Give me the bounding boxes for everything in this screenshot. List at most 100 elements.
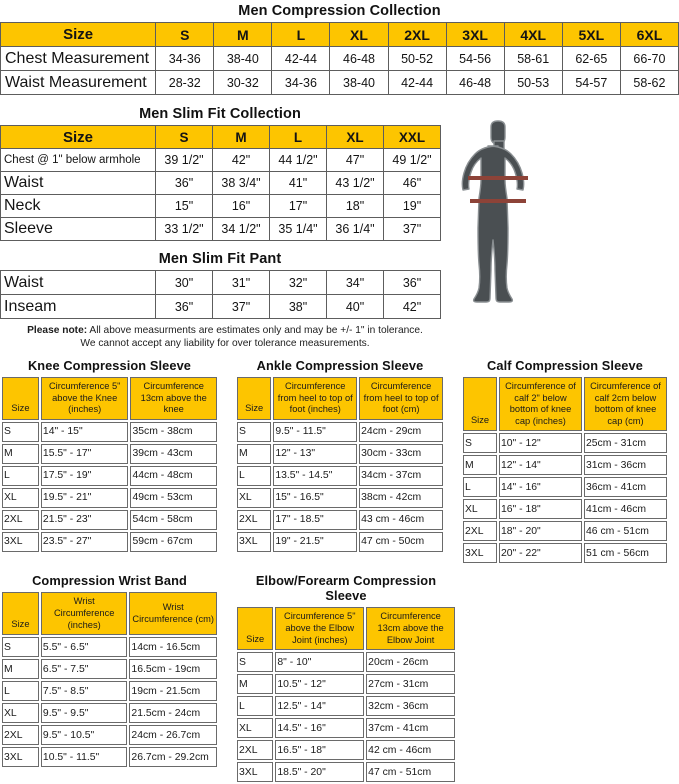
- cell-cm: 38cm - 42cm: [359, 487, 443, 508]
- cell: 54-56: [445, 46, 505, 71]
- cell-size: 3XL: [463, 543, 497, 564]
- cell-size: XL: [237, 487, 272, 508]
- cell-size: XL: [237, 718, 274, 739]
- table-row: 3XL 19" - 21.5" 47 cm - 50cm: [237, 531, 443, 552]
- column-header-xl: XL: [329, 22, 389, 47]
- cell-size: XL: [2, 487, 39, 508]
- cell-cm: 14cm - 16.5cm: [129, 637, 217, 658]
- cell-inches: 12" - 13": [273, 443, 358, 464]
- column-header-cm: Circumference 13cm above the knee: [130, 377, 217, 420]
- column-header-m: M: [212, 125, 270, 149]
- cell: 38-40: [329, 70, 389, 95]
- table-row: M 12" - 14" 31cm - 36cm: [463, 455, 667, 476]
- column-header-inches: Wrist Circumference (inches): [40, 592, 128, 636]
- table-row: Chest Measurement 34-36 38-40 42-44 46-4…: [0, 46, 679, 71]
- cell-inches: 6.5" - 7.5": [40, 659, 128, 680]
- cell: 36": [155, 171, 213, 195]
- cell: 30-32: [213, 70, 273, 95]
- cell-inches: 15.5" - 17": [40, 443, 129, 464]
- cell: 42": [212, 148, 270, 172]
- cell-inches: 9.5" - 11.5": [273, 421, 358, 442]
- cell-size: XL: [2, 703, 39, 724]
- table-row: L 14" - 16" 36cm - 41cm: [463, 477, 667, 498]
- cell-cm: 49cm - 53cm: [130, 487, 217, 508]
- cell-cm: 21.5cm - 24cm: [129, 703, 217, 724]
- column-header-2xl: 2XL: [387, 22, 447, 47]
- cell-inches: 14" - 16": [499, 477, 582, 498]
- cell: 66-70: [619, 46, 679, 71]
- cell-cm: 27cm - 31cm: [366, 674, 455, 695]
- cell: 54-57: [561, 70, 621, 95]
- cell: 28-32: [155, 70, 215, 95]
- cell-inches: 21.5" - 23": [40, 509, 129, 530]
- cell-size: S: [237, 421, 272, 442]
- column-header-inches: Circumference 5" above the Elbow Joint (…: [275, 607, 365, 651]
- cell: 41": [269, 171, 327, 195]
- cell-size: L: [2, 681, 39, 702]
- cell-cm: 43 cm - 46cm: [359, 509, 443, 530]
- table-row: Chest @ 1" below armhole 39 1/2" 42" 44 …: [0, 148, 441, 172]
- cell-cm: 19cm - 21.5cm: [129, 681, 217, 702]
- cell-inches: 17" - 18.5": [273, 509, 358, 530]
- cell-inches: 18" - 20": [499, 521, 582, 542]
- cell-size: L: [237, 465, 272, 486]
- column-header-6xl: 6XL: [619, 22, 679, 47]
- cell: 16": [212, 194, 270, 218]
- cell: 38": [269, 294, 327, 319]
- column-header-m: M: [213, 22, 273, 47]
- cell-inches: 17.5" - 19": [40, 465, 129, 486]
- cell-inches: 9.5" - 9.5": [40, 703, 128, 724]
- table-row: L 13.5" - 14.5" 34cm - 37cm: [237, 465, 443, 486]
- waist-measurement-band: [470, 199, 526, 203]
- cell-cm: 42 cm - 46cm: [366, 740, 455, 761]
- cell: 50-52: [387, 46, 447, 71]
- cell-cm: 24cm - 29cm: [359, 421, 443, 442]
- cell: 18": [326, 194, 384, 218]
- column-header-xxl: XXL: [383, 125, 441, 149]
- cell: 46": [383, 171, 441, 195]
- knee-sleeve-table: Size Circumference 5" above the Knee (in…: [0, 375, 219, 554]
- table-row: XL 9.5" - 9.5" 21.5cm - 24cm: [2, 703, 217, 724]
- calf-sleeve-panel: Calf Compression Sleeve Size Circumferen…: [461, 358, 669, 565]
- column-header-size: Size: [2, 377, 39, 420]
- table-header-row: Size S M L XL 2XL 3XL 4XL 5XL 6XL: [0, 22, 679, 47]
- table-row: 2XL 18" - 20" 46 cm - 51cm: [463, 521, 667, 542]
- row-label: Chest @ 1" below armhole: [0, 148, 156, 172]
- column-header-cm: Circumference 13cm above the Elbow Joint: [366, 607, 455, 651]
- chest-measurement-band: [468, 176, 528, 180]
- cell-cm: 20cm - 26cm: [366, 652, 455, 673]
- cell-inches: 16" - 18": [499, 499, 582, 520]
- cell-inches: 20" - 22": [499, 543, 582, 564]
- cell: 42-44: [387, 70, 447, 95]
- cell: 33 1/2": [155, 217, 213, 241]
- column-header-size: Size: [0, 22, 157, 47]
- cell-cm: 34cm - 37cm: [359, 465, 443, 486]
- calf-sleeve-table: Size Circumference of calf 2" below bott…: [461, 375, 669, 565]
- cell-size: 3XL: [237, 762, 274, 783]
- cell-size: S: [237, 652, 274, 673]
- table-row: Inseam 36" 37" 38" 40" 42": [0, 294, 441, 319]
- column-header-cm: Circumference from heel to top of foot (…: [359, 377, 443, 420]
- compression-collection-title: Men Compression Collection: [238, 3, 441, 19]
- cell: 34-36: [155, 46, 215, 71]
- cell-size: 2XL: [237, 740, 274, 761]
- cell-inches: 15" - 16.5": [273, 487, 358, 508]
- cell: 37": [383, 217, 441, 241]
- row-label: Neck: [0, 194, 156, 218]
- table-row: XL 16" - 18" 41cm - 46cm: [463, 499, 667, 520]
- column-header-cm: Wrist Circumference (cm): [129, 592, 217, 636]
- cell: 32": [269, 270, 327, 295]
- table-row: S 10" - 12" 25cm - 31cm: [463, 433, 667, 454]
- cell: 34": [326, 270, 384, 295]
- column-header-3xl: 3XL: [445, 22, 505, 47]
- cell: 36": [383, 270, 441, 295]
- cell-size: L: [237, 696, 274, 717]
- cell-cm: 25cm - 31cm: [584, 433, 667, 454]
- table-row: S 9.5" - 11.5" 24cm - 29cm: [237, 421, 443, 442]
- column-header-size: Size: [463, 377, 497, 432]
- body-silhouette-icon: [461, 120, 528, 303]
- row-label: Waist Measurement: [0, 70, 157, 95]
- slim-fit-collection-title: Men Slim Fit Collection: [139, 106, 301, 122]
- cell: 38-40: [213, 46, 273, 71]
- cell-size: 2XL: [237, 509, 272, 530]
